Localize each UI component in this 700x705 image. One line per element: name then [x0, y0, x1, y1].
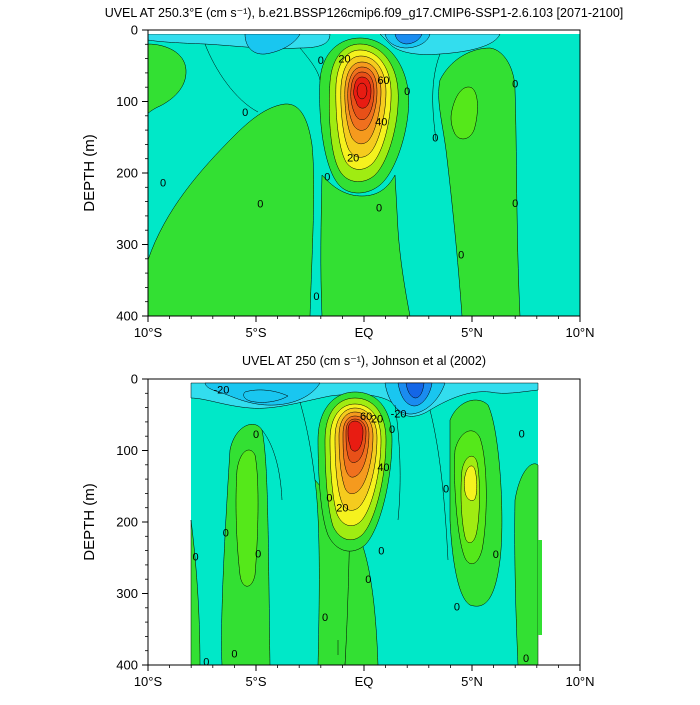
top-contour-labels: 20 60 40 20 0 0 0 0 0 0 0 0 0 0 0 0	[160, 54, 518, 303]
top-contour-fill	[147, 33, 580, 317]
top-contour-label: 0	[313, 291, 319, 303]
bottom-panel-title: UVEL AT 250 (cm s⁻¹), Johnson et al (200…	[242, 354, 486, 368]
top-contour-label: 0	[432, 132, 438, 144]
bottom-contour-label: 0	[322, 612, 328, 624]
top-contour-label: 0	[376, 202, 382, 214]
bottom-contour-label: 0	[192, 551, 198, 563]
top-contour-label: 0	[512, 79, 518, 91]
bottom-y-tick-label: 200	[116, 515, 138, 530]
top-y-tick-label: 0	[131, 23, 138, 38]
bottom-contour-fill	[190, 382, 539, 666]
bottom-contour-label: 0	[253, 429, 259, 441]
top-jet-core	[319, 37, 409, 194]
bottom-contour-label: 0	[378, 546, 384, 558]
top-x-tick-label: EQ	[355, 325, 374, 340]
bottom-x-tick-label: EQ	[355, 674, 374, 689]
bottom-x-tick-label: 10°S	[134, 674, 163, 689]
top-contour-label: 60	[377, 75, 389, 87]
top-contour-label: 20	[347, 152, 359, 164]
bottom-x-tick-label: 10°N	[565, 674, 594, 689]
bottom-contour-label: 0	[519, 428, 525, 440]
top-x-tick-label: 10°S	[134, 325, 163, 340]
bottom-contour-label: 0	[365, 574, 371, 586]
bottom-contour-label: 0	[389, 424, 395, 436]
bottom-panel: UVEL AT 250 (cm s⁻¹), Johnson et al (200…	[81, 354, 595, 689]
bottom-contour-label: 0	[231, 649, 237, 661]
top-y-tick-label: 400	[116, 309, 138, 324]
bottom-contour-label: 20	[371, 413, 383, 425]
top-y-axis-label: DEPTH (m)	[81, 134, 98, 212]
bottom-x-tick-label: 5°S	[245, 674, 266, 689]
bottom-contour-label: 0	[454, 601, 460, 613]
top-contour-label: 0	[160, 177, 166, 189]
top-x-tick-label: 5°N	[461, 325, 483, 340]
top-x-tick-label: 10°N	[565, 325, 594, 340]
top-y-tick-label: 300	[116, 237, 138, 252]
top-contour-label: 20	[338, 54, 350, 66]
top-contour-label: 0	[318, 55, 324, 67]
bottom-jet-core	[317, 391, 393, 552]
top-y-tick-label: 200	[116, 166, 138, 181]
bottom-contour-label: -20	[391, 408, 407, 420]
bottom-contour-label: 0	[493, 549, 499, 561]
bottom-y-tick-label: 400	[116, 658, 138, 673]
top-contour-label: 0	[404, 86, 410, 98]
bottom-x-tick-label: 5°N	[461, 674, 483, 689]
bottom-y-axis: 0 100 200 300 400	[116, 372, 148, 673]
bottom-contour-label: 60	[360, 411, 372, 423]
top-contour-label: 0	[242, 107, 248, 119]
top-panel-title: UVEL AT 250.3°E (cm s⁻¹), b.e21.BSSP126c…	[105, 6, 624, 20]
bottom-y-tick-label: 100	[116, 443, 138, 458]
bottom-contour-label: 20	[336, 503, 348, 515]
bottom-contour-label: 0	[326, 493, 332, 505]
top-panel: UVEL AT 250.3°E (cm s⁻¹), b.e21.BSSP126c…	[81, 6, 623, 340]
top-x-tick-label: 5°S	[245, 325, 266, 340]
bottom-contour-label: -20	[213, 385, 229, 397]
bottom-contour-label: 0	[523, 653, 529, 665]
top-plot-area: 20 60 40 20 0 0 0 0 0 0 0 0 0 0 0 0	[147, 29, 581, 317]
bottom-contour-label: 0	[203, 656, 209, 668]
top-y-axis: 0 100 200 300 400	[116, 23, 148, 324]
top-contour-label: 0	[458, 250, 464, 262]
top-y-tick-label: 100	[116, 94, 138, 109]
bottom-x-axis: 10°S 5°S EQ 5°N 10°N	[134, 665, 595, 689]
top-contour-label: 0	[324, 172, 330, 184]
bottom-y-axis-label: DEPTH (m)	[81, 483, 98, 561]
bottom-contour-label: 0	[255, 548, 261, 560]
bottom-contour-label: 40	[377, 462, 389, 474]
top-contour-label: 0	[257, 199, 263, 211]
top-contour-label: 0	[512, 198, 518, 210]
bottom-contour-label: 0	[443, 483, 449, 495]
top-x-axis: 10°S 5°S EQ 5°N 10°N	[134, 316, 595, 340]
bottom-contour-label: 0	[223, 528, 229, 540]
bottom-y-tick-label: 300	[116, 586, 138, 601]
bottom-y-tick-label: 0	[131, 372, 138, 387]
top-contour-label: 40	[375, 117, 387, 129]
